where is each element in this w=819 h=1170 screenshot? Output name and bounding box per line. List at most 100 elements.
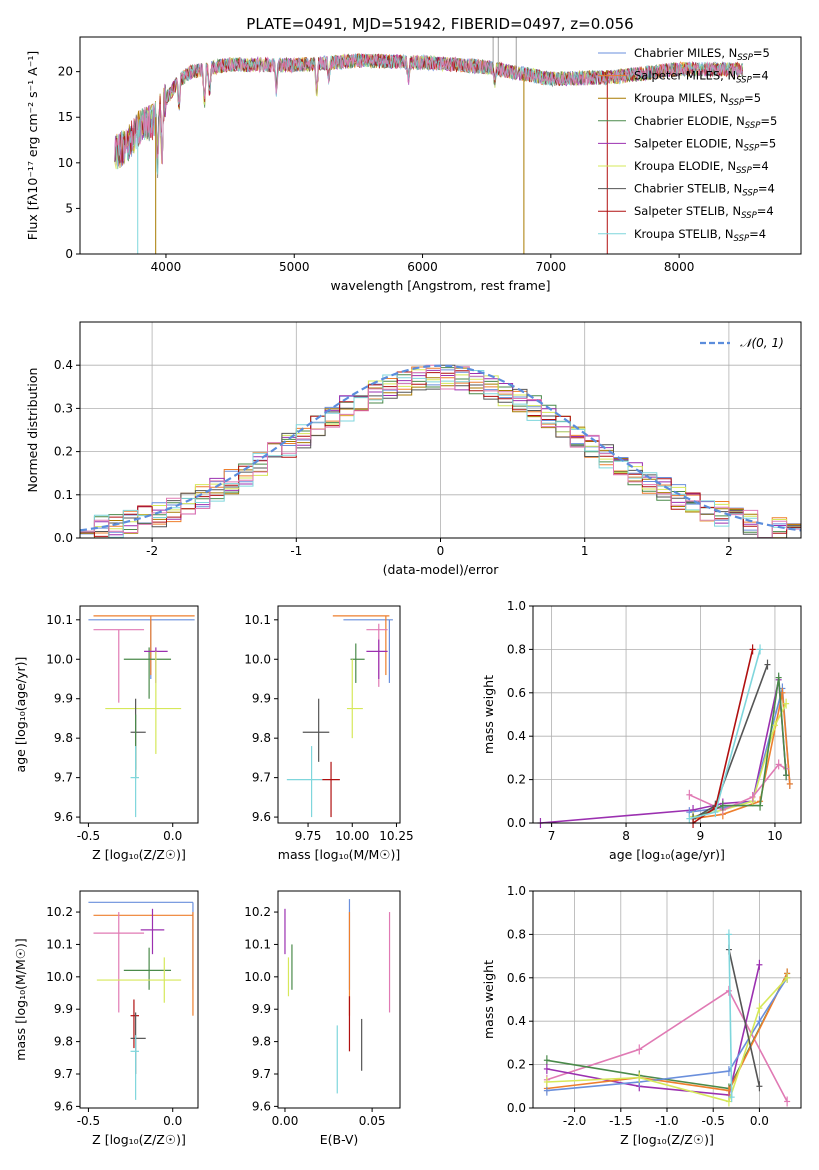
figure-title: PLATE=0491, MJD=51942, FIBERID=0497, z=0… [246,15,633,33]
x-tick-label: -0.5 [77,829,100,843]
weight-line [546,964,761,1096]
residual-histogram-panel: -2 -1 0 1 2 0.0 0.1 0.2 0.3 0.4 (data-model)/error… [25,321,802,577]
y-tick-label: 0.0 [54,531,73,545]
y-tick-label: 10.2 [244,905,271,919]
y-tick-label: 9.8 [54,731,73,745]
y-tick-label: 10.0 [244,970,271,984]
spectrum-panel: 4000 5000 6000 7000 8000 0 5 10 15 20 wavelength [… [25,36,802,293]
z-weight-panel: -2.0 -1.5 -1.0 -0.5 0.0 0.0 0.2 0.4 0.6 0.8 1.0 Z [… [481,884,802,1147]
y-tick-label: 9.7 [54,771,73,785]
y-tick-label: 10.1 [244,937,271,951]
x-axis-label: wavelength [Angstrom, rest frame] [330,278,550,293]
y-tick-label: 0.6 [507,971,526,985]
legend-label: 𝒩(0, 1) [740,336,784,350]
axes-frame [532,605,802,824]
x-axis-label: age [log₁₀(age/yr)] [609,847,725,862]
spectrum-line [114,53,744,165]
y-tick-label: 9.6 [252,1099,271,1113]
x-tick-label: -2 [146,544,158,558]
legend-label: Chabrier ELODIE, NSSP=5 [634,114,777,131]
axes-frame [79,321,802,539]
x-axis-label: (data-model)/error [383,562,500,577]
z-age-panel: -0.5 0.0 9.6 9.7 9.8 9.9 10.0 10.1 Z [log₁₀(Z/Z☉… [13,605,199,862]
x-tick-label: 6000 [407,260,438,274]
weight-line [688,763,787,811]
legend-label: Salpeter ELODIE, NSSP=5 [634,136,776,153]
x-axis-label: mass [log₁₀(M/M☉)] [278,847,400,862]
x-tick-label: 10.00 [335,829,369,843]
x-tick-label: -0.5 [77,1114,100,1128]
y-tick-label: 1.0 [507,884,526,898]
x-tick-label: 0 [437,544,445,558]
axes-frame [277,605,401,824]
y-tick-label: 5 [65,201,73,215]
y-tick-label: 15 [58,110,73,124]
x-tick-label: 4000 [151,260,182,274]
x-axis-label: Z [log₁₀(Z/Z☉)] [92,1132,186,1147]
x-tick-label: 5000 [279,260,310,274]
y-tick-label: 9.9 [54,1002,73,1016]
weight-line [546,973,788,1092]
y-axis-label: mass weight [481,960,496,1039]
weight-line [689,649,761,820]
y-axis-label: mass weight [481,675,496,754]
x-tick-label: -1.5 [609,1114,632,1128]
x-tick-label: 7000 [536,260,567,274]
y-tick-label: 10.0 [46,970,73,984]
axes-frame [79,36,802,255]
y-tick-label: 0.8 [507,927,526,941]
x-tick-label: 8000 [664,260,695,274]
weight-line [692,677,787,820]
y-tick-label: 1.0 [507,599,526,613]
z-mass-panel: -0.5 0.0 9.6 9.7 9.8 9.9 10.0 10.1 10.2 Z [log₁₀(… [13,890,199,1147]
legend-label: Salpeter MILES, NSSP=4 [634,69,769,86]
y-axis-label: mass [log₁₀(M/M☉)] [13,938,28,1060]
y-tick-label: 10.0 [244,652,271,666]
y-axis-label: age [log₁₀(age/yr)] [13,657,28,773]
y-tick-label: 10.1 [244,613,271,627]
y-tick-label: 0.4 [507,729,526,743]
x-tick-label: 0.0 [163,1114,182,1128]
y-tick-label: 9.6 [54,1099,73,1113]
y-tick-label: 0.8 [507,642,526,656]
weight-line [546,989,788,1102]
x-tick-label: -0.5 [701,1114,724,1128]
legend-label: Chabrier STELIB, NSSP=4 [634,182,775,199]
y-tick-label: 0 [65,247,73,261]
y-tick-label: 9.7 [252,771,271,785]
x-tick-label: 10.25 [379,829,413,843]
axes-frame [79,605,199,824]
x-tick-label: 2 [725,544,733,558]
y-tick-label: 0.4 [507,1014,526,1028]
x-tick-label: 0.05 [359,1114,386,1128]
weight-line [728,934,733,1098]
legend-label: Chabrier MILES, NSSP=5 [634,46,770,63]
axes-frame [277,890,401,1109]
y-tick-label: 9.7 [54,1067,73,1081]
x-axis-label: Z [log₁₀(Z/Z☉)] [92,847,186,862]
weight-line [728,949,761,1087]
y-tick-label: 9.7 [252,1067,271,1081]
legend-label: Kroupa MILES, NSSP=5 [634,91,761,108]
y-tick-label: 9.9 [252,692,271,706]
y-tick-label: 9.8 [54,1035,73,1049]
y-tick-label: 10.1 [46,613,73,627]
age-weight-panel: 7 8 9 10 0.0 0.2 0.4 0.6 0.8 1.0 age [log₁₀(age/yr… [481,599,802,862]
y-tick-label: 0.1 [54,488,73,502]
y-tick-label: 0.3 [54,401,73,415]
y-tick-label: 0.6 [507,686,526,700]
x-tick-label: 0.0 [750,1114,769,1128]
y-tick-label: 10.2 [46,905,73,919]
y-tick-label: 0.0 [507,1101,526,1115]
y-tick-label: 10 [58,156,73,170]
y-tick-label: 10.1 [46,937,73,951]
axes-frame [79,890,199,1109]
x-tick-label: 10 [767,829,782,843]
y-tick-label: 0.4 [54,358,73,372]
y-tick-label: 0.0 [507,816,526,830]
x-axis-label: E(B-V) [320,1132,359,1147]
y-tick-label: 9.8 [252,731,271,745]
legend-label: Salpeter STELIB, NSSP=4 [634,204,774,221]
x-tick-label: 1 [581,544,589,558]
